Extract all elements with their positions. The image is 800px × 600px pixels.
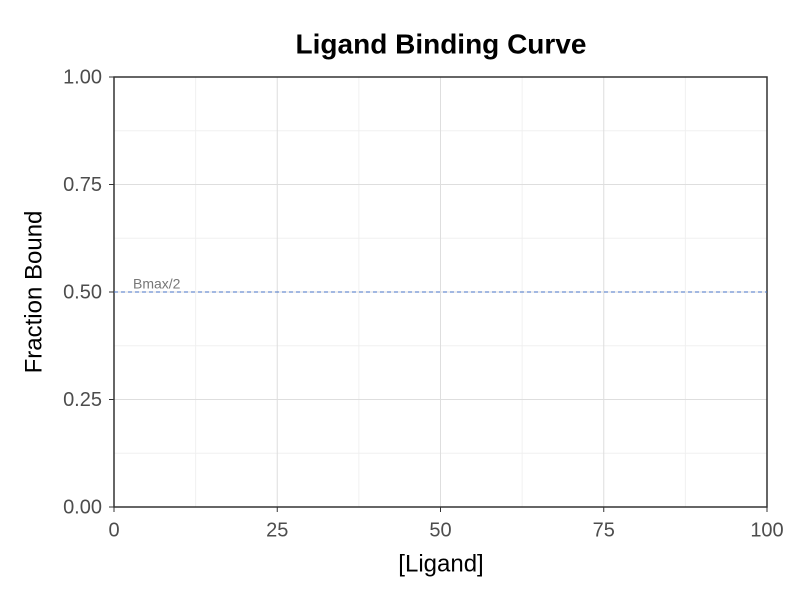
y-tick-label: 0.50 <box>63 281 102 303</box>
y-tick-label: 0.75 <box>63 174 102 196</box>
x-tick-label: 100 <box>750 519 783 541</box>
y-tick-label: 1.00 <box>63 66 102 88</box>
y-axis-label: Fraction Bound <box>20 211 47 374</box>
y-tick-label: 0.25 <box>63 389 102 411</box>
x-tick-label: 50 <box>429 519 451 541</box>
y-tick-label: 0.00 <box>63 496 102 518</box>
x-tick-label: 75 <box>593 519 615 541</box>
chart-title: Ligand Binding Curve <box>296 28 587 59</box>
x-tick-label: 25 <box>266 519 288 541</box>
x-axis-label: [Ligand] <box>398 550 483 577</box>
x-tick-label: 0 <box>108 519 119 541</box>
reference-label: Bmax/2 <box>133 276 181 292</box>
